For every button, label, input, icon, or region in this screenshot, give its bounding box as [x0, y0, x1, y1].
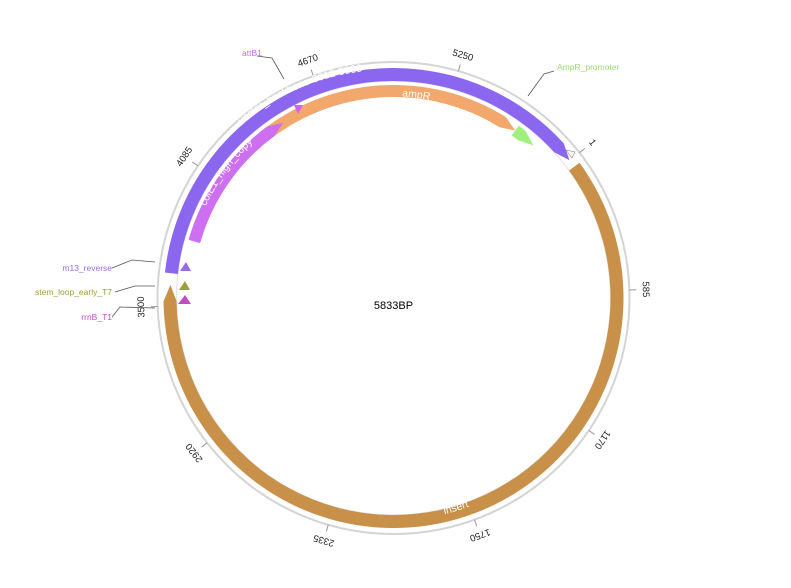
attb1-leader-line	[256, 55, 285, 80]
tick-mark	[191, 161, 199, 167]
ampr-feature-arc[interactable]	[259, 84, 516, 142]
stem-loop-triangle-icon[interactable]	[179, 281, 190, 290]
tick-label: 4085	[174, 145, 195, 169]
stem-loop-annotation-label: stem_loop_early_T7	[35, 287, 112, 297]
vector-backbone-feature-arc[interactable]	[164, 68, 570, 274]
tick-mark	[325, 524, 329, 532]
rrnb-t1-triangle-icon[interactable]	[178, 295, 191, 304]
tick-label: 1	[586, 137, 598, 148]
attb1-annotation-label: attB1	[242, 48, 262, 58]
rrnb-t1-leader-line	[111, 306, 156, 318]
tick-mark	[310, 69, 314, 77]
m13-reverse-annotation-label: m13_reverse	[62, 263, 112, 273]
tick-mark	[457, 64, 461, 72]
tick-label: 2335	[312, 532, 335, 548]
tick-label: 4670	[296, 52, 320, 70]
ampr-promoter-annotation-label: AmpR_promoter	[557, 62, 620, 72]
tick-marks: 1 585 1170 1750 2335 2920 3500 4085 4670 5250	[136, 48, 651, 549]
backbone-outer-ring	[156, 61, 631, 535]
tick-label: 1750	[468, 526, 492, 544]
tick-mark	[579, 148, 586, 154]
tick-mark	[201, 442, 208, 448]
tick-label: 1170	[592, 428, 613, 451]
m13-reverse-leader-line	[111, 259, 156, 269]
ampr-label: ampR	[402, 87, 432, 103]
stem-loop-leader-line	[114, 285, 155, 293]
tick-label: 3500	[136, 296, 148, 318]
cole1-feature-arc[interactable]	[188, 122, 284, 244]
tick-label: 2920	[184, 441, 206, 464]
ampr-promoter-feature-arc[interactable]	[511, 125, 534, 146]
tick-mark	[473, 519, 478, 527]
center-size-label: 5833BP	[374, 300, 413, 312]
tick-mark	[588, 430, 595, 435]
tick-label: 5250	[451, 48, 474, 64]
insert-feature-arc[interactable]	[163, 162, 624, 528]
position-1-marker-icon	[565, 149, 576, 159]
tick-label: 585	[640, 281, 652, 297]
ampr-promoter-leader-line	[527, 70, 555, 97]
m13-reverse-triangle-icon[interactable]	[180, 262, 191, 271]
attb1-triangle-icon[interactable]	[294, 105, 303, 114]
rrnb-t1-annotation-label: rrnB_T1	[81, 312, 112, 322]
